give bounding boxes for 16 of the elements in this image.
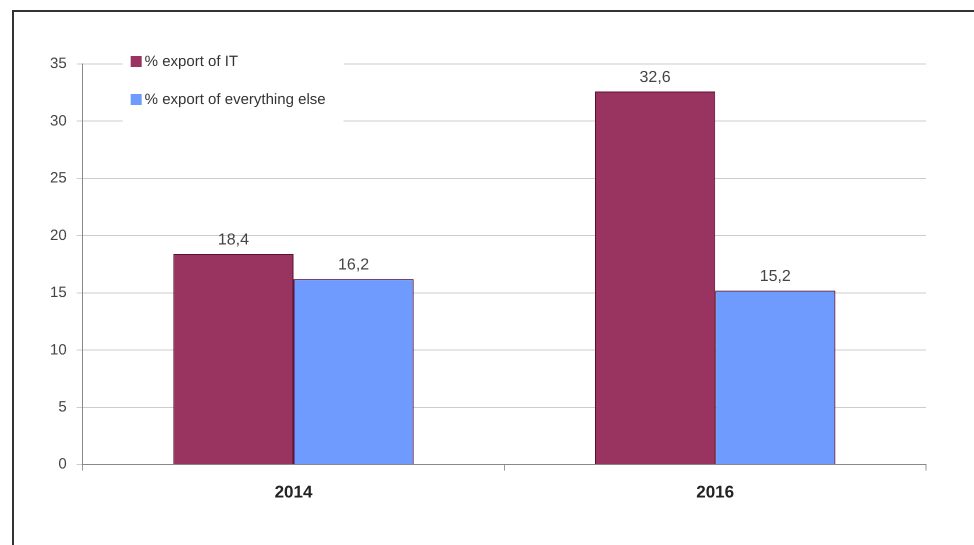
y-tick-label: 20 bbox=[50, 226, 67, 244]
y-tick-label: 5 bbox=[58, 398, 67, 416]
y-tick-label: 0 bbox=[58, 456, 67, 473]
y-tick-label: 30 bbox=[50, 112, 67, 130]
data-label: 18,4 bbox=[218, 231, 250, 248]
y-tick-label: 35 bbox=[50, 55, 67, 72]
y-tick-label: 10 bbox=[50, 341, 67, 358]
legend-label: % export of everything else bbox=[144, 91, 326, 108]
legend-label: % export of IT bbox=[144, 53, 238, 70]
data-label: 32,6 bbox=[640, 68, 671, 86]
y-tick-label: 25 bbox=[50, 170, 67, 187]
x-tick-label: 2016 bbox=[696, 482, 734, 502]
y-tick-label: 15 bbox=[50, 284, 67, 302]
data-label: 16,2 bbox=[338, 256, 370, 274]
x-tick-label: 2014 bbox=[274, 482, 313, 502]
data-label: 15,2 bbox=[760, 268, 791, 286]
